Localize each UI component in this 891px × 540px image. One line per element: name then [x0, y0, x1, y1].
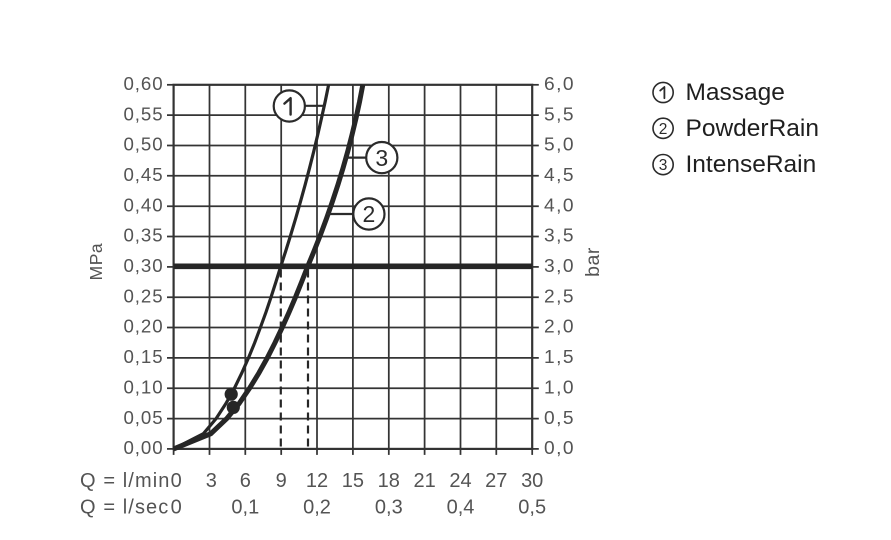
svg-text:0,5: 0,5: [518, 497, 546, 519]
svg-text:Q = l/min: Q = l/min: [80, 470, 170, 492]
svg-text:0,15: 0,15: [124, 346, 164, 367]
svg-text:1,0: 1,0: [544, 376, 575, 397]
svg-text:0: 0: [171, 470, 182, 492]
svg-text:0: 0: [171, 497, 182, 519]
svg-text:0,2: 0,2: [303, 497, 331, 519]
svg-text:5,0: 5,0: [544, 134, 575, 155]
svg-text:IntenseRain: IntenseRain: [686, 151, 817, 178]
svg-text:0,5: 0,5: [544, 407, 575, 428]
svg-text:4,0: 4,0: [544, 194, 575, 215]
svg-text:3: 3: [659, 157, 668, 174]
svg-text:12: 12: [306, 470, 328, 492]
svg-text:0,35: 0,35: [124, 225, 164, 246]
svg-text:0,20: 0,20: [124, 316, 164, 337]
svg-text:Massage: Massage: [686, 79, 785, 106]
svg-text:2: 2: [363, 201, 376, 227]
svg-text:18: 18: [378, 470, 400, 492]
svg-text:5,5: 5,5: [544, 103, 575, 124]
svg-text:4,5: 4,5: [544, 164, 575, 185]
svg-text:9: 9: [276, 470, 287, 492]
svg-text:0,3: 0,3: [375, 497, 403, 519]
svg-text:2: 2: [659, 121, 668, 138]
svg-text:0,0: 0,0: [544, 437, 575, 458]
svg-text:2,0: 2,0: [544, 316, 575, 337]
svg-text:0,45: 0,45: [124, 164, 164, 185]
svg-text:3,5: 3,5: [544, 225, 575, 246]
svg-text:3: 3: [206, 470, 217, 492]
svg-text:2,5: 2,5: [544, 285, 575, 306]
svg-text:0,4: 0,4: [447, 497, 475, 519]
svg-text:0,30: 0,30: [124, 255, 164, 276]
svg-text:6: 6: [240, 470, 251, 492]
svg-text:MPa: MPa: [86, 243, 106, 280]
svg-text:1,5: 1,5: [544, 346, 575, 367]
svg-text:0,60: 0,60: [124, 73, 164, 94]
svg-text:15: 15: [342, 470, 364, 492]
svg-text:bar: bar: [582, 247, 604, 277]
svg-text:0,40: 0,40: [124, 194, 164, 215]
svg-text:30: 30: [521, 470, 543, 492]
svg-text:0,1: 0,1: [231, 497, 259, 519]
svg-text:0,50: 0,50: [124, 134, 164, 155]
svg-text:PowderRain: PowderRain: [686, 115, 819, 142]
svg-text:27: 27: [485, 470, 507, 492]
svg-text:Q = l/sec: Q = l/sec: [80, 497, 169, 519]
svg-text:6,0: 6,0: [544, 73, 575, 94]
svg-text:0,10: 0,10: [124, 376, 164, 397]
svg-text:0,25: 0,25: [124, 285, 164, 306]
svg-text:0,55: 0,55: [124, 103, 164, 124]
svg-text:24: 24: [449, 470, 471, 492]
svg-text:3,0: 3,0: [544, 255, 575, 276]
svg-text:3: 3: [375, 145, 388, 171]
svg-text:0,05: 0,05: [124, 407, 164, 428]
svg-text:21: 21: [413, 470, 435, 492]
svg-text:0,00: 0,00: [124, 437, 164, 458]
